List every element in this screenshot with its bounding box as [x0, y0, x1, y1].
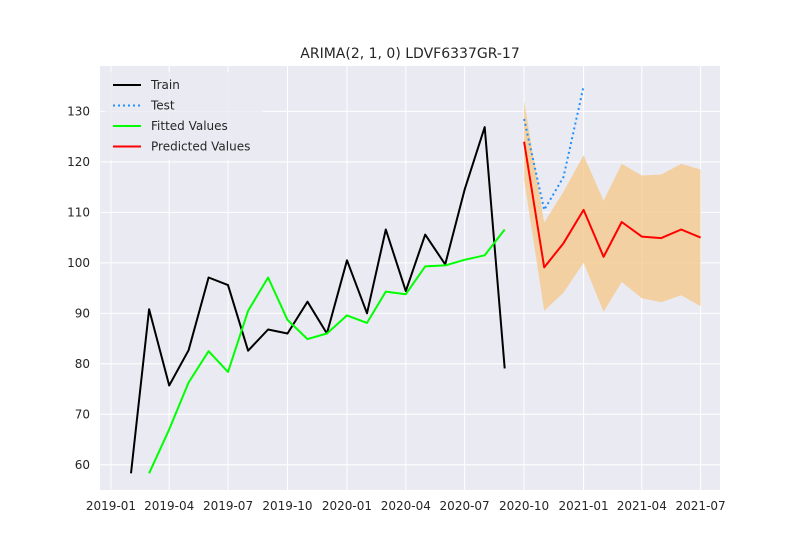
y-tick-label: 110: [67, 205, 90, 219]
y-tick-label: 120: [67, 155, 90, 169]
chart-title: ARIMA(2, 1, 0) LDVF6337GR-17: [300, 46, 519, 62]
legend: Train Test Fitted Values Predicted Values: [105, 72, 263, 160]
x-tick-label: 2020-10: [499, 499, 549, 513]
legend-label-fitted-values: Fitted Values: [151, 119, 228, 133]
legend-label-test: Test: [150, 99, 175, 113]
legend-box: [105, 72, 263, 160]
x-tick-label: 2020-07: [440, 499, 490, 513]
series-train-line: [130, 126, 506, 474]
series-predicted-values-line: [523, 141, 701, 269]
y-tick-label: 90: [75, 306, 90, 320]
legend-label-predicted-values: Predicted Values: [151, 140, 250, 154]
x-tick-label: 2019-04: [144, 499, 194, 513]
legend-label-train: Train: [150, 78, 180, 92]
series-layer: [130, 85, 701, 474]
x-axis-ticks: 2019-01 2019-04 2019-07 2019-10 2020-01 2020-…: [86, 499, 726, 513]
x-tick-label: 2020-04: [381, 499, 431, 513]
x-tick-label: 2019-01: [86, 499, 136, 513]
series-fitted-values-line: [148, 228, 506, 474]
y-tick-label: 70: [75, 407, 90, 421]
y-axis-ticks: 60 70 80 90 100 110 120 130: [67, 104, 90, 471]
x-tick-label: 2019-10: [262, 499, 312, 513]
y-tick-label: 80: [75, 357, 90, 371]
confidence-band-layer: [524, 100, 701, 312]
x-tick-label: 2020-01: [322, 499, 372, 513]
series-test-line: [523, 85, 585, 211]
x-tick-label: 2021-07: [676, 499, 726, 513]
x-tick-label: 2021-01: [559, 499, 609, 513]
y-tick-label: 130: [67, 104, 90, 118]
y-tick-label: 100: [67, 256, 90, 270]
y-tick-label: 60: [75, 458, 90, 472]
x-tick-label: 2021-04: [617, 499, 667, 513]
x-tick-label: 2019-07: [203, 499, 253, 513]
confidence-band: [524, 100, 701, 312]
